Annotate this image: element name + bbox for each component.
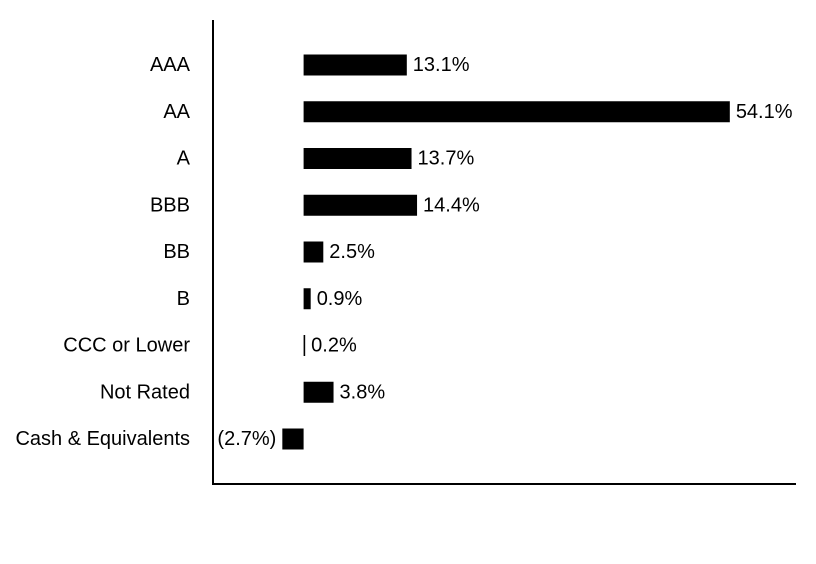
- value-label-bb: 2.5%: [329, 241, 375, 263]
- bar-not-rated: [303, 381, 334, 403]
- value-label-cash-and-equivalents: (2.7%): [217, 428, 276, 450]
- category-label-aa: AA: [163, 101, 190, 123]
- category-label-ccc-or-lower: CCC or Lower: [63, 335, 190, 357]
- category-label-not-rated: Not Rated: [100, 381, 190, 403]
- bars-layer: [282, 54, 730, 450]
- value-label-ccc-or-lower: 0.2%: [311, 335, 357, 357]
- category-label-a: A: [177, 148, 191, 170]
- category-label-cash-and-equivalents: Cash & Equivalents: [15, 428, 190, 450]
- value-label-aaa: 13.1%: [413, 54, 470, 76]
- bar-bb: [303, 241, 324, 263]
- value-label-bbb: 14.4%: [423, 194, 480, 216]
- value-label-not-rated: 3.8%: [340, 381, 386, 403]
- category-label-bb: BB: [163, 241, 190, 263]
- category-label-aaa: AAA: [150, 54, 191, 76]
- bar-bbb: [303, 194, 418, 216]
- category-label-b: B: [177, 288, 190, 310]
- labels-layer: AAA 13.1% AA 54.1% A 13.7% BBB 14.4% BB 2.5% B 0.9%…: [15, 54, 792, 450]
- bar-b: [303, 288, 311, 310]
- value-label-a: 13.7%: [418, 148, 475, 170]
- value-label-aa: 54.1%: [736, 101, 793, 123]
- bar-a: [303, 148, 412, 169]
- value-label-b: 0.9%: [317, 288, 363, 310]
- category-label-bbb: BBB: [150, 194, 190, 216]
- bar-aa: [303, 101, 730, 123]
- bar-cash-and-equivalents: [282, 428, 304, 450]
- bar-ccc-or-lower: [303, 335, 306, 356]
- bar-aaa: [303, 54, 407, 76]
